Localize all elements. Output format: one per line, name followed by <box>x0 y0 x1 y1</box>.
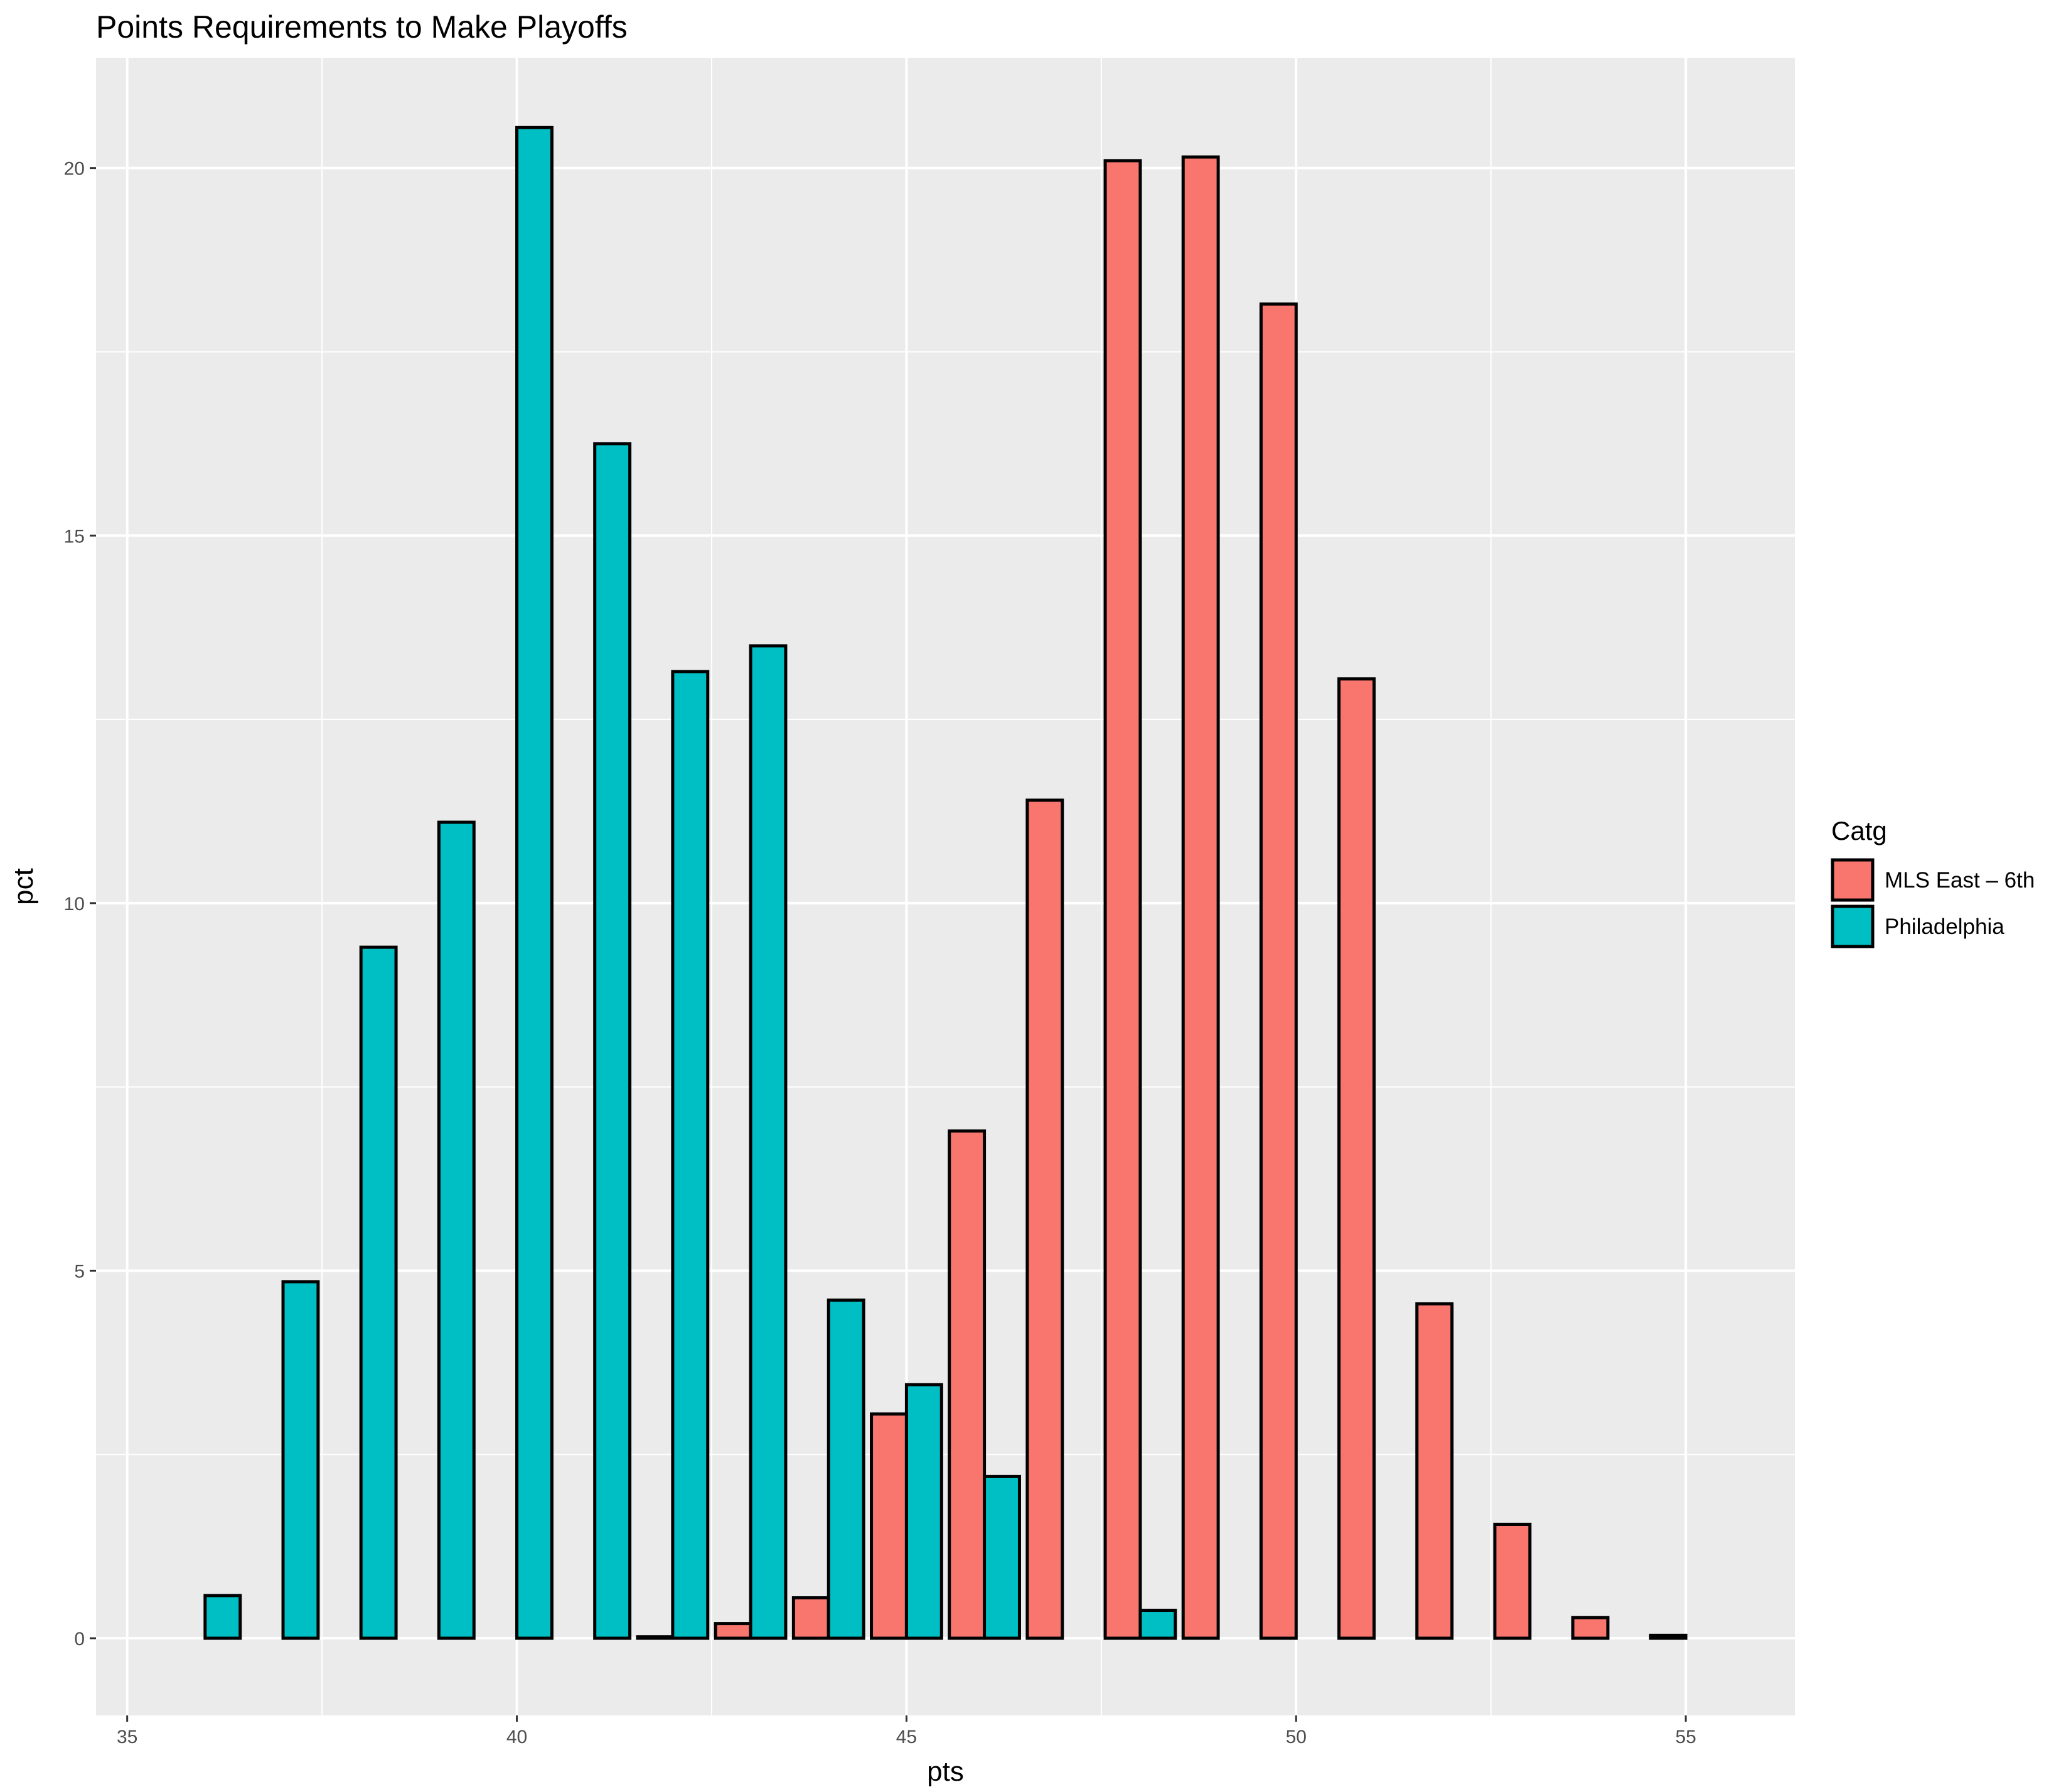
bars-group <box>203 126 1688 1640</box>
y-tick-label: 0 <box>74 1629 85 1650</box>
minor-gridlines <box>96 58 1795 1715</box>
bar-mls-east-6th <box>1493 1522 1532 1640</box>
bar-mls-east-6th <box>1415 1302 1454 1640</box>
plot-panel <box>96 58 1795 1715</box>
x-tick-label: 45 <box>896 1727 917 1747</box>
bar-philadelphia <box>983 1474 1021 1640</box>
x-tick-label: 40 <box>506 1727 527 1747</box>
bar-mls-east-6th <box>1571 1616 1610 1640</box>
bar-mls-east-6th <box>1181 155 1220 1640</box>
bar-philadelphia <box>827 1298 865 1640</box>
bar-mls-east-6th <box>1649 1633 1688 1640</box>
bar-mls-east-6th <box>791 1596 830 1640</box>
y-tick-label: 5 <box>74 1261 85 1282</box>
bar-mls-east-6th <box>1259 302 1298 1640</box>
legend-label-mls-east-6th: MLS East – 6th <box>1885 868 2035 893</box>
axes-group: 35 40 45 50 55 0 5 10 15 20 <box>64 159 1696 1747</box>
bar-philadelphia <box>1138 1609 1177 1640</box>
legend-key-philadelphia <box>1831 904 1875 948</box>
bar-mls-east-6th <box>1025 798 1064 1640</box>
bar-philadelphia <box>515 126 554 1640</box>
bar-philadelphia <box>749 644 788 1640</box>
y-axis-title: pct <box>8 868 39 905</box>
bar-philadelphia <box>203 1594 242 1640</box>
bar-mls-east-6th <box>1103 159 1142 1640</box>
bar-philadelphia <box>437 820 476 1640</box>
chart-title: Points Requirements to Make Playoffs <box>96 9 628 45</box>
legend-title: Catg <box>1831 816 1887 845</box>
x-axis-title: pts <box>927 1756 964 1787</box>
x-tick-label: 35 <box>117 1727 137 1747</box>
y-tick-label: 20 <box>64 159 85 180</box>
bar-philadelphia <box>281 1280 320 1640</box>
bar-philadelphia <box>593 442 632 1640</box>
bar-mls-east-6th <box>714 1622 752 1640</box>
x-tick-label: 55 <box>1675 1727 1696 1747</box>
bar-mls-east-6th <box>870 1412 908 1640</box>
x-tick-label: 50 <box>1286 1727 1307 1747</box>
y-tick-label: 10 <box>64 894 85 915</box>
legend-label-philadelphia: Philadelphia <box>1885 915 2004 939</box>
legend-key-mls-east-6th <box>1831 858 1875 902</box>
legend: Catg MLS East – 6th Philadelphia <box>1831 816 2035 948</box>
y-tick-label: 15 <box>64 526 85 547</box>
bar-mls-east-6th <box>1337 677 1376 1640</box>
bar-philadelphia <box>904 1383 943 1640</box>
bar-philadelphia <box>671 670 710 1640</box>
bar-mls-east-6th <box>948 1129 987 1640</box>
bar-philadelphia <box>359 945 398 1640</box>
bar-mls-east-6th <box>636 1635 675 1640</box>
